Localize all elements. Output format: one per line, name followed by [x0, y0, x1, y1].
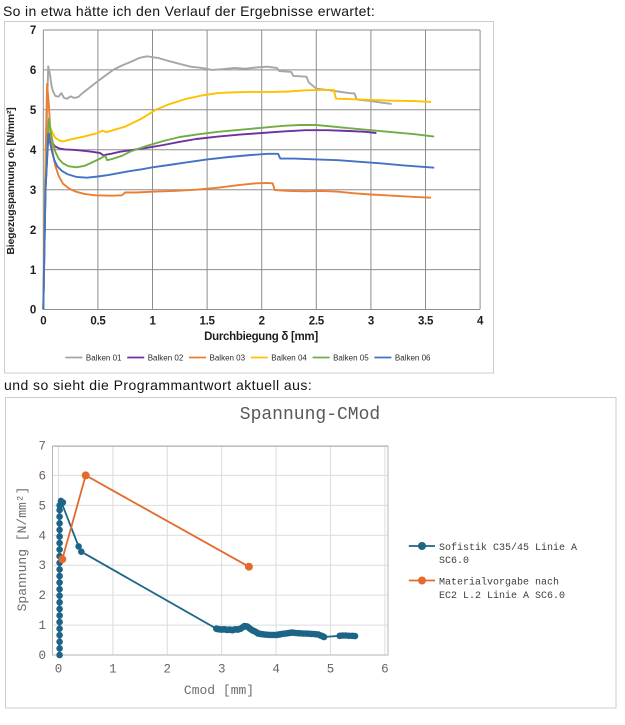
svg-text:5: 5	[327, 663, 335, 677]
svg-text:7: 7	[38, 440, 46, 454]
svg-text:3.5: 3.5	[418, 316, 434, 328]
svg-text:Spannung [N/mm²]: Spannung [N/mm²]	[15, 487, 30, 612]
svg-text:1.5: 1.5	[200, 316, 216, 328]
svg-text:Balken 02: Balken 02	[148, 354, 184, 363]
svg-text:4: 4	[30, 145, 37, 157]
svg-text:4: 4	[477, 316, 484, 328]
svg-text:2: 2	[38, 589, 46, 603]
svg-text:Balken 04: Balken 04	[271, 354, 307, 363]
svg-text:Biegezugspannung σₜ [N/mm²]: Biegezugspannung σₜ [N/mm²]	[5, 107, 17, 254]
svg-text:1: 1	[30, 265, 37, 277]
svg-text:Spannung-CMod: Spannung-CMod	[240, 405, 380, 425]
svg-text:So in etwa hätte ich den Verla: So in etwa hätte ich den Verlauf der Erg…	[3, 3, 375, 19]
svg-text:2.5: 2.5	[309, 316, 325, 328]
svg-text:4: 4	[38, 529, 46, 543]
svg-text:Balken 06: Balken 06	[395, 354, 431, 363]
svg-text:3: 3	[38, 559, 46, 573]
svg-text:SC6.0: SC6.0	[439, 556, 469, 567]
svg-text:0: 0	[55, 663, 63, 677]
svg-text:0: 0	[40, 316, 46, 328]
svg-text:0.5: 0.5	[90, 316, 106, 328]
svg-text:6: 6	[38, 469, 46, 483]
svg-text:Durchbiegung δ [mm]: Durchbiegung δ [mm]	[204, 331, 318, 343]
svg-text:3: 3	[218, 663, 226, 677]
svg-text:Balken 03: Balken 03	[210, 354, 246, 363]
svg-text:Materialvorgabe nach: Materialvorgabe nach	[439, 577, 559, 589]
svg-text:6: 6	[381, 663, 389, 677]
svg-text:5: 5	[38, 499, 46, 513]
svg-text:EC2 L.2 Linie A SC6.0: EC2 L.2 Linie A SC6.0	[439, 590, 565, 602]
svg-text:5: 5	[30, 105, 37, 117]
svg-text:6: 6	[30, 65, 36, 77]
svg-text:4: 4	[272, 663, 280, 677]
svg-text:Balken 01: Balken 01	[86, 354, 122, 363]
svg-text:0: 0	[30, 305, 36, 317]
svg-text:Cmod [mm]: Cmod [mm]	[184, 683, 254, 698]
svg-text:2: 2	[164, 663, 172, 677]
svg-text:1: 1	[109, 663, 117, 677]
svg-text:2: 2	[30, 225, 36, 237]
svg-text:7: 7	[30, 25, 36, 37]
svg-text:und so sieht die Programmantwo: und so sieht die Programmantwort aktuell…	[4, 377, 312, 393]
svg-text:1: 1	[38, 619, 46, 633]
svg-text:0: 0	[38, 649, 46, 663]
svg-text:1: 1	[149, 316, 156, 328]
svg-text:Balken 05: Balken 05	[333, 354, 369, 363]
svg-text:2: 2	[259, 316, 265, 328]
svg-text:3: 3	[368, 316, 374, 328]
svg-text:3: 3	[30, 185, 36, 197]
svg-text:Sofistik C35/45 Linie A: Sofistik C35/45 Linie A	[439, 542, 577, 554]
